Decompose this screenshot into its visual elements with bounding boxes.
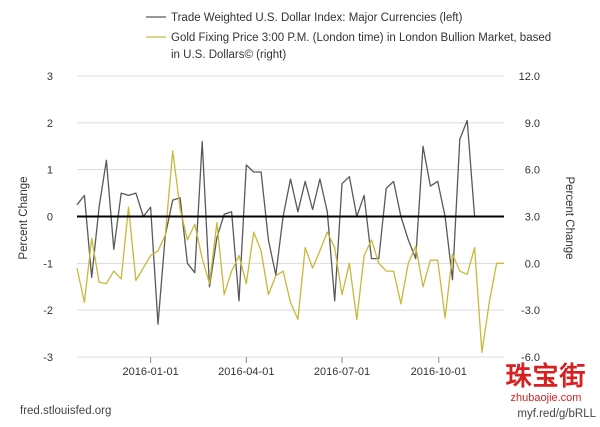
legend-label-gold-line-1: Gold Fixing Price 3:00 P.M. (London time… — [171, 32, 551, 44]
x-tick-label: 2016-04-01 — [218, 366, 274, 378]
x-tick-label: 2016-07-01 — [314, 366, 370, 378]
watermark-logo-url: zhubaojie.com — [511, 392, 582, 404]
y-left-tick-label: 1 — [47, 165, 53, 177]
y-right-tick-label: 0.0 — [525, 258, 540, 270]
y-axis-left-ticks: -3 -2 -1 0 1 2 3 — [43, 71, 53, 364]
x-tick-label: 2016-10-01 — [411, 366, 467, 378]
y-right-tick-label: 12.0 — [519, 71, 540, 83]
y-left-tick-label: -1 — [43, 258, 53, 270]
x-axis-ticks: 2016-01-01 2016-04-01 2016-07-01 2016-10-01 — [122, 357, 467, 378]
legend-label-gold: Gold Fixing Price 3:00 P.M. (London time… — [171, 32, 554, 61]
watermark-logo-chinese: 珠宝街 — [505, 361, 586, 391]
legend-label-gold-line-2: in U.S. Dollars© (right) — [171, 49, 286, 61]
watermark-logo: 珠宝街 zhubaojie.com — [505, 361, 586, 404]
legend: Trade Weighted U.S. Dollar Index: Major … — [146, 12, 554, 61]
y-right-tick-label: -3.0 — [521, 305, 540, 317]
series-layer — [76, 119, 504, 353]
y-axis-right-title: Percent Change — [563, 176, 575, 259]
gridlines — [77, 75, 504, 358]
series-line-gold — [76, 150, 504, 353]
y-right-tick-label: 9.0 — [525, 118, 540, 130]
y-left-tick-label: -2 — [43, 305, 53, 317]
legend-label-dollar-index: Trade Weighted U.S. Dollar Index: Major … — [171, 12, 463, 24]
y-left-tick-label: 2 — [47, 118, 53, 130]
y-left-tick-label: 3 — [47, 71, 53, 83]
x-tick-label: 2016-01-01 — [122, 366, 178, 378]
y-right-tick-label: 3.0 — [525, 212, 540, 224]
y-left-tick-label: -3 — [43, 352, 53, 364]
y-left-tick-label: 0 — [47, 212, 53, 224]
y-right-tick-label: -6.0 — [521, 352, 540, 364]
source-right: myf.red/g/bRLL — [517, 408, 596, 420]
source-left: fred.stlouisfed.org — [20, 405, 111, 417]
y-axis-left-title: Percent Change — [18, 176, 30, 259]
y-axis-right-ticks: -6.0 -3.0 0.0 3.0 6.0 9.0 12.0 — [519, 71, 540, 364]
y-right-tick-label: 6.0 — [525, 165, 540, 177]
series-line-dollar-index — [76, 119, 504, 325]
